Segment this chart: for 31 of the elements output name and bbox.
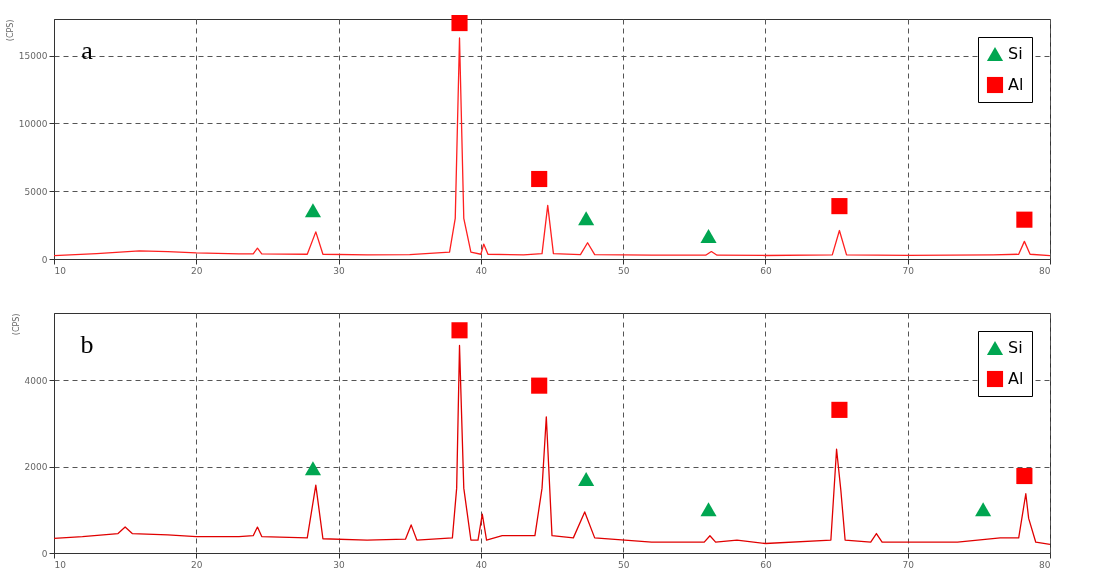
x-tick-label: 10 (54, 265, 67, 276)
x-tick-label: 80 (1039, 265, 1051, 276)
legend-label: Si (1008, 338, 1023, 357)
y-axis-title: (CPS) (11, 313, 21, 336)
annotation: b (80, 330, 94, 359)
legend-label: Al (1008, 75, 1024, 94)
x-tick-label: 70 (902, 559, 915, 570)
x-tick-label: 20 (191, 265, 203, 276)
y-tick-label: 15000 (18, 51, 48, 62)
x-tick-label: 40 (475, 265, 488, 276)
x-tick-label: 20 (191, 559, 203, 570)
legend-label: Si (1008, 44, 1023, 63)
y-tick-label: 0 (41, 548, 48, 559)
annotation: a (81, 36, 94, 65)
x-tick-label: 50 (617, 559, 630, 570)
x-tick-label: 30 (333, 265, 346, 276)
y-tick-label: 2000 (24, 462, 48, 473)
x-tick-label: 30 (333, 559, 346, 570)
x-tick-label: 50 (617, 265, 630, 276)
x-tick-label: 60 (760, 265, 772, 276)
y-tick-label: 10000 (18, 118, 48, 129)
legend-label: Al (1008, 369, 1024, 388)
y-tick-label: 0 (41, 254, 48, 265)
x-tick-label: 70 (902, 265, 915, 276)
y-axis-title: (CPS) (5, 19, 15, 42)
x-tick-label: 40 (475, 559, 488, 570)
x-tick-label: 80 (1039, 559, 1051, 570)
y-tick-label: 5000 (24, 186, 48, 197)
x-tick-label: 60 (760, 559, 772, 570)
y-tick-label: 4000 (24, 375, 48, 386)
x-tick-label: 10 (54, 559, 67, 570)
